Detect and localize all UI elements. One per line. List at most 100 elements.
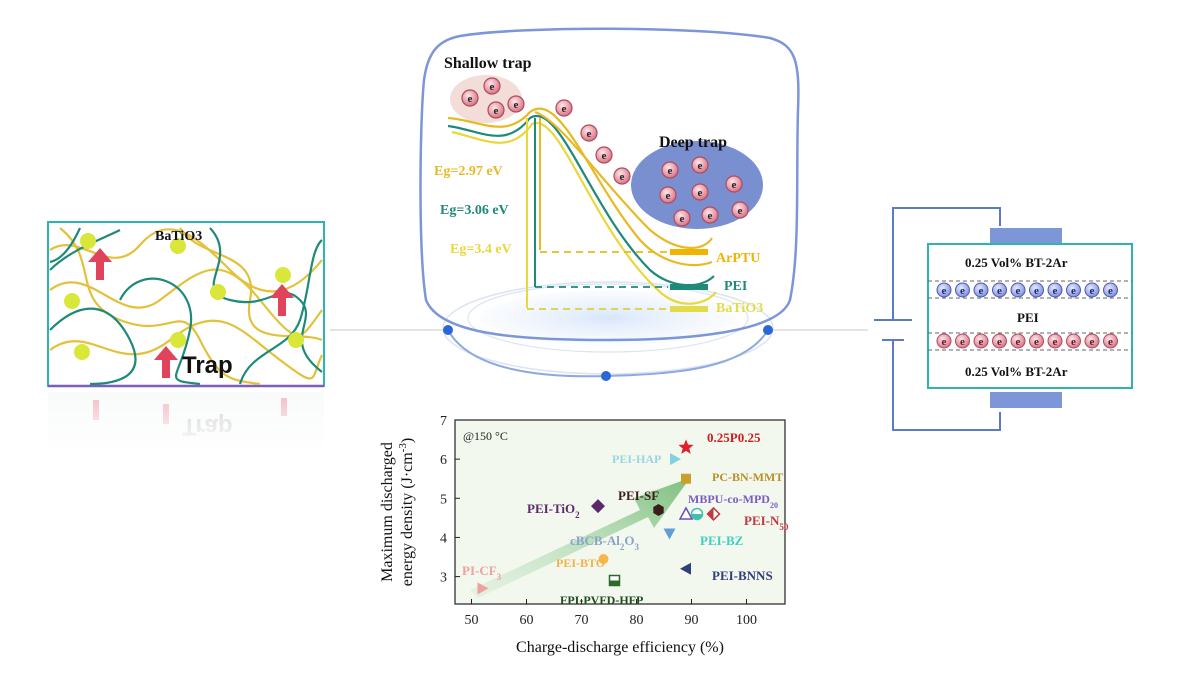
electron-blue: e <box>1047 282 1063 298</box>
point-label-text: FPI-PVFD-HFP <box>560 593 643 607</box>
electron-symbol: e <box>997 336 1002 348</box>
data-point <box>680 562 691 575</box>
base-plate <box>480 290 736 346</box>
deep-trap-label: Deep trap <box>659 134 727 151</box>
point-label: PEI-SF <box>618 488 659 503</box>
y-axis-label-line2: energy density (J·cm-3) <box>397 438 416 586</box>
electron-symbol: e <box>738 205 743 217</box>
electron-symbol: e <box>942 336 947 348</box>
point-label: FPI-PVFD-HFP <box>560 593 643 607</box>
capacitor-box <box>927 243 1133 389</box>
center-frame <box>419 27 800 342</box>
x-tick-label: 100 <box>736 613 757 628</box>
data-point <box>678 506 694 520</box>
electron-symbol: e <box>698 160 703 172</box>
chart-ticks: 50 60 70 80 90 100 3 4 5 6 7 <box>440 414 757 628</box>
chart-labels: 0.25P0.25PEI-HAPPC-BN-MMTPEI-SFPEI-TiO2M… <box>462 430 789 607</box>
electron-blue: e <box>973 282 989 298</box>
data-point <box>690 507 704 521</box>
x-tick-label: 90 <box>685 613 699 628</box>
electron-symbol: e <box>1053 336 1058 348</box>
electron-red: e <box>1010 333 1026 349</box>
electron-symbol: e <box>997 285 1002 297</box>
x-tick-label: 80 <box>630 613 644 628</box>
orbit-node-left <box>443 325 453 335</box>
electron-blue: e <box>1084 282 1100 298</box>
electron-red: e <box>1103 333 1118 349</box>
electron-symbol: e <box>979 285 984 297</box>
electron: e <box>487 101 505 119</box>
data-point <box>608 574 621 587</box>
electron-blue: e <box>936 282 952 298</box>
point-label-sub: 3 <box>497 572 502 582</box>
electron-symbol: e <box>562 103 567 115</box>
point-label: PC-BN-MMT <box>712 470 783 484</box>
gap-label-2: Eg=3.06 eV <box>440 203 509 218</box>
electron-symbol: e <box>680 213 685 225</box>
y-axis-label-close: ) <box>399 438 416 443</box>
point-label-text: 0.25P0.25 <box>707 430 761 445</box>
point-label-text: PEI-BNNS <box>712 568 773 583</box>
x-axis-label: Charge-discharge efficiency (%) <box>516 639 724 656</box>
top-electrode <box>990 228 1062 244</box>
data-point <box>706 506 721 522</box>
point-label-text: cBCB-Al <box>570 533 620 548</box>
electron-red: e <box>936 333 952 349</box>
data-point <box>678 439 694 454</box>
point-label-sub: 20 <box>770 501 778 510</box>
trend-arrow <box>470 478 690 598</box>
left-panel: BaTiO3 Trap Trap <box>47 221 325 452</box>
y-axis-label-line1: Maximum discharged <box>379 442 396 582</box>
point-label-text: PI-CF <box>462 563 497 578</box>
point-label-text2: O <box>624 533 634 548</box>
point-label: PEI-BNNS <box>712 568 773 583</box>
data-point <box>477 582 489 595</box>
point-label: 0.25P0.25 <box>707 430 761 445</box>
trap-label: Trap <box>182 352 233 379</box>
electron: e <box>595 146 613 164</box>
point-label-text: PEI-HAP <box>612 452 661 466</box>
electron-symbol: e <box>666 190 671 202</box>
point-label: PEI-BTO <box>556 556 605 570</box>
electron-symbol: e <box>620 171 625 183</box>
electron-symbol: e <box>1034 285 1039 297</box>
bottom-electrode <box>990 392 1062 408</box>
electron: e <box>659 186 677 204</box>
point-label-text: PEI-BTO <box>556 556 605 570</box>
electron: e <box>725 175 743 193</box>
electron: e <box>613 167 631 185</box>
electron: e <box>507 95 525 113</box>
electron: e <box>691 183 709 201</box>
point-label-text: PEI-N <box>744 513 780 528</box>
electron: e <box>580 124 598 142</box>
point-label: PEI-N50 <box>744 513 789 532</box>
point-label-sub: 50 <box>779 522 789 532</box>
electron-symbol: e <box>942 285 947 297</box>
point-label: PI-CF3 <box>462 563 502 582</box>
y-tick-label: 7 <box>440 414 447 429</box>
x-tick-label: 70 <box>575 613 589 628</box>
electron: e <box>661 161 679 179</box>
electron-blue: e <box>1029 282 1044 298</box>
electron-blue: e <box>955 282 970 298</box>
electron: e <box>461 89 479 107</box>
x-tick-label: 50 <box>465 613 479 628</box>
data-point <box>670 453 681 466</box>
electron-symbol: e <box>587 128 592 140</box>
electron-symbol: e <box>1034 336 1039 348</box>
electron-red: e <box>1047 333 1063 349</box>
electron-symbol: e <box>1016 336 1021 348</box>
gap-dashes <box>527 251 668 310</box>
electron-symbol: e <box>960 285 965 297</box>
point-label-text: PEI-TiO <box>527 501 575 516</box>
electron-red: e <box>1084 333 1100 349</box>
electron-symbol: e <box>468 93 473 105</box>
electron: e <box>483 77 501 95</box>
electron-symbol: e <box>1071 285 1076 297</box>
gap-arrows <box>526 118 541 308</box>
gap-label-1: Eg=2.97 eV <box>434 164 503 179</box>
electron-symbol: e <box>732 179 737 191</box>
electron-blue: e <box>1066 282 1081 298</box>
